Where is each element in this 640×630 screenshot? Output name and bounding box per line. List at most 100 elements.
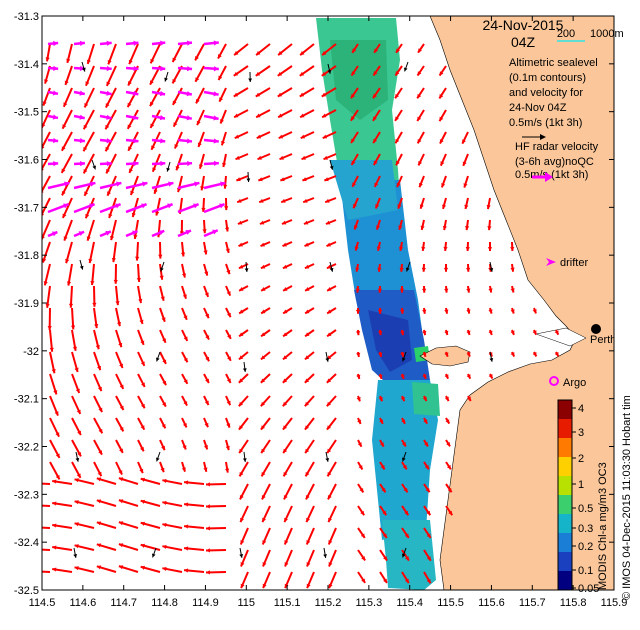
velocity-arrow-head [172, 78, 177, 84]
velocity-arrow-head [182, 423, 187, 428]
hf-radar-arrow-head [53, 161, 59, 167]
velocity-arrow-head [205, 335, 210, 340]
velocity-arrow-head [119, 405, 124, 411]
velocity-arrow-head [404, 533, 409, 538]
velocity-arrow-head [182, 273, 187, 278]
velocity-arrow-head [353, 225, 358, 230]
velocity-arrow-head [488, 330, 493, 335]
velocity-arrow-head [322, 51, 327, 56]
velocity-arrow-head [284, 562, 289, 567]
velocity-arrow-head [466, 309, 471, 314]
velocity-arrow-head [237, 220, 243, 225]
velocity-arrow-head [239, 448, 244, 454]
hf-radar-arrow-head [167, 203, 173, 209]
colorbar-segment [558, 400, 572, 420]
colorbar-frame [557, 399, 573, 591]
velocity-arrow-head [400, 330, 405, 336]
velocity-arrow-head [464, 204, 469, 209]
velocity-arrow-head [118, 477, 124, 482]
velocity-arrow-head [306, 583, 311, 589]
hf-radar-arrow-head [106, 138, 112, 144]
velocity-arrow-head [300, 113, 305, 118]
velocity-arrow-head [355, 267, 360, 272]
velocity-arrow-head [400, 374, 405, 379]
velocity-arrow-head [400, 309, 405, 314]
velocity-arrow-head [183, 379, 188, 384]
velocity-arrow-head [62, 124, 67, 129]
velocity-arrow-head [183, 315, 188, 320]
y-tick-label: -32.5 [14, 585, 39, 597]
velocity-arrow-head [354, 246, 359, 251]
velocity-arrow-head [283, 332, 288, 337]
velocity-arrow-head [221, 140, 226, 146]
velocity-arrow-head [105, 103, 110, 108]
velocity-arrow-head [68, 303, 74, 308]
velocity-arrow-head [360, 533, 365, 538]
velocity-arrow-head [160, 467, 165, 473]
velocity-arrow-head [127, 124, 132, 129]
velocity-arrow-head [42, 146, 45, 149]
velocity-arrow-head [118, 342, 123, 348]
velocity-arrow-head [118, 543, 124, 548]
velocity-arrow-head [255, 92, 261, 97]
velocity-arrow-head [355, 288, 360, 293]
velocity-arrow-head [277, 71, 283, 76]
velocity-arrow-head [327, 309, 332, 314]
velocity-arrow-head [487, 247, 493, 251]
x-tick-label: 115.2 [315, 597, 342, 609]
velocity-arrow-head [83, 124, 88, 130]
velocity-arrow-head [373, 71, 378, 76]
velocity-arrow-head [118, 470, 123, 475]
velocity-arrow-head [118, 521, 124, 526]
velocity-arrow-head [65, 258, 70, 264]
velocity-arrow-head [448, 510, 453, 516]
velocity-arrow-head [424, 442, 428, 447]
velocity-arrow-head [162, 478, 167, 483]
velocity-arrow-head [444, 288, 449, 293]
velocity-arrow-head [486, 204, 491, 210]
velocity-arrow-head [174, 144, 179, 149]
velocity-arrow-head [327, 495, 332, 500]
velocity-arrow-head [140, 565, 145, 570]
velocity-arrow-head [403, 487, 408, 493]
velocity-arrow-head [488, 288, 493, 293]
velocity-arrow-head [466, 288, 471, 293]
velocity-arrow-head [260, 401, 265, 407]
velocity-arrow-head [301, 155, 306, 160]
hf-radar-arrow-head [186, 138, 193, 144]
velocity-arrow-head [262, 562, 267, 567]
velocity-arrow-head [277, 92, 283, 97]
velocity-arrow-head [281, 198, 286, 203]
velocity-arrow-head [262, 540, 267, 545]
drifter-arrow-head [166, 167, 171, 172]
x-tick-label: 115.1 [274, 597, 301, 609]
velocity-arrow-head [224, 227, 230, 232]
velocity-arrow-head [235, 155, 240, 160]
velocity-arrow-head [198, 164, 204, 169]
velocity-arrow-head [510, 247, 515, 251]
velocity-arrow-head [395, 138, 400, 144]
velocity-arrow-head [183, 401, 188, 406]
hf-radar-arrow-head [160, 65, 166, 72]
velocity-arrow-head [226, 378, 231, 383]
velocity-arrow-head [61, 190, 66, 196]
velocity-arrow-head [184, 546, 189, 551]
velocity-arrow-head [356, 374, 361, 379]
hf-radar-arrow-head [79, 114, 85, 120]
y-tick-label: -31.7 [14, 202, 39, 214]
velocity-arrow-head [376, 225, 381, 230]
velocity-arrow-head [47, 326, 52, 330]
velocity-arrow-head [85, 81, 90, 86]
velocity-arrow-head [283, 495, 288, 500]
velocity-arrow-head [225, 468, 230, 473]
drifter-arrow-head [323, 554, 327, 558]
velocity-arrow-head [351, 160, 356, 166]
velocity-arrow-head [466, 267, 471, 272]
drifter-arrow-head [401, 553, 406, 558]
colorbar-segment [558, 457, 572, 477]
velocity-arrow-shaft [42, 526, 51, 529]
velocity-arrow-head [153, 189, 158, 194]
velocity-arrow-head [236, 177, 241, 182]
velocity-arrow-head [326, 264, 332, 269]
velocity-arrow-head [443, 246, 448, 251]
